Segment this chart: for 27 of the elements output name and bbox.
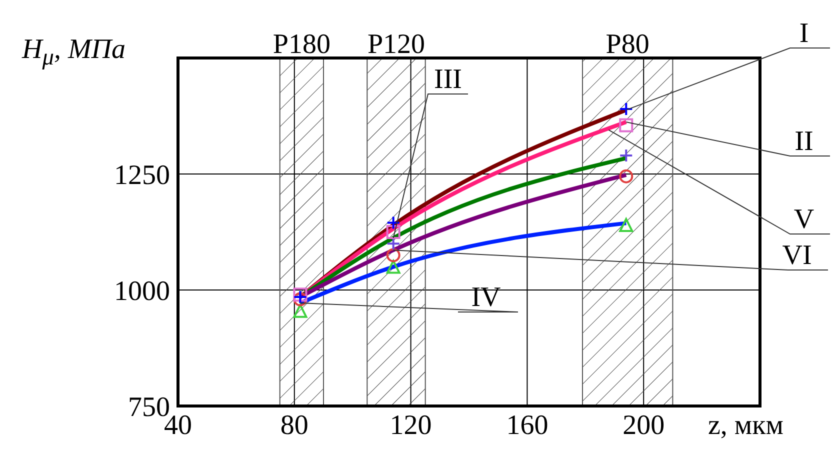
point (386, 225, 400, 239)
x-tick-label: 120 (390, 410, 432, 441)
x-tick-label: 160 (506, 410, 548, 441)
text: I (799, 18, 809, 49)
band-label: P120 (367, 29, 426, 60)
point (619, 218, 634, 232)
annotation: V (794, 204, 814, 235)
y-tick-label: 1250 (114, 160, 170, 191)
point (619, 118, 634, 132)
point (619, 169, 634, 184)
text: II (794, 126, 814, 157)
band-label: P180 (272, 29, 330, 60)
band-label: P80 (606, 29, 650, 60)
point (386, 248, 400, 262)
text: VI (782, 240, 812, 271)
point (619, 148, 634, 162)
point (619, 102, 634, 116)
point (293, 304, 308, 318)
text: III (434, 64, 462, 95)
x-tick-label: 200 (622, 410, 665, 441)
x-axis-title: z, мкм (708, 410, 784, 442)
x-tick-label: 80 (280, 410, 308, 441)
point (293, 292, 308, 306)
y-axis-title: H$_{μ}$, МПа (22, 34, 126, 71)
y-tick-label: 1000 (114, 276, 170, 307)
point (386, 216, 400, 230)
point (386, 260, 400, 274)
